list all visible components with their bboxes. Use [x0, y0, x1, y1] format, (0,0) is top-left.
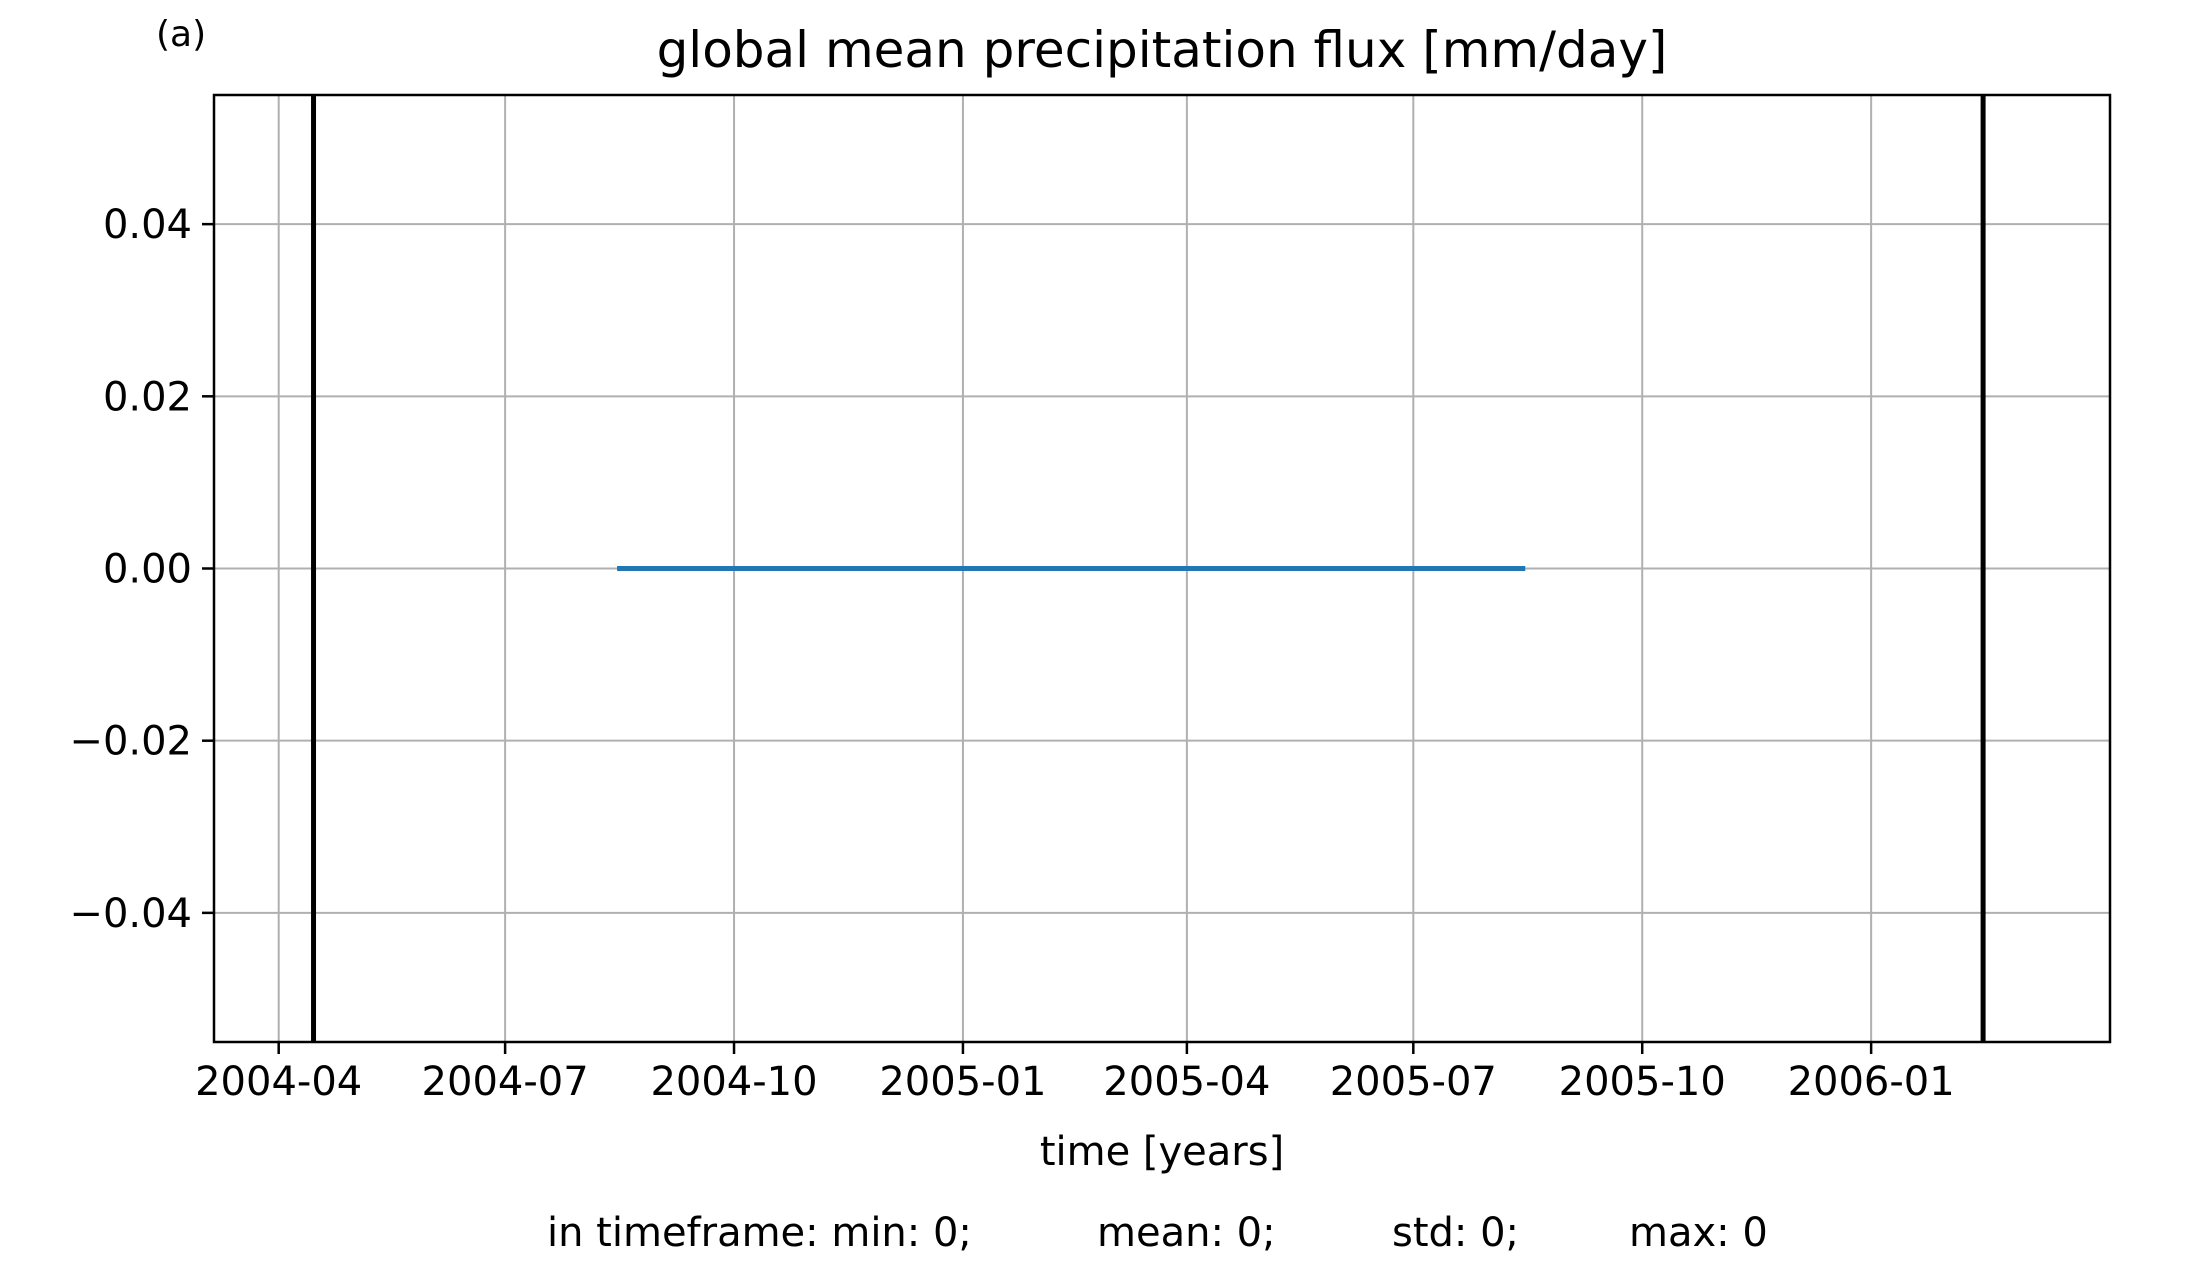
y-tick-label: 0.02	[103, 374, 192, 420]
x-tick-label: 2005-07	[1330, 1059, 1497, 1105]
x-tick-label: 2004-04	[195, 1059, 362, 1105]
y-tick-label: 0.00	[103, 547, 192, 593]
chart-title: global mean precipitation flux [mm/day]	[657, 21, 1668, 79]
x-tick-label: 2005-01	[879, 1059, 1046, 1105]
x-tick-label: 2004-10	[650, 1059, 817, 1105]
y-tick-label: −0.04	[69, 891, 192, 937]
y-tick-label: −0.02	[69, 719, 192, 765]
x-tick-label: 2006-01	[1788, 1059, 1955, 1105]
x-tick-label: 2005-10	[1559, 1059, 1726, 1105]
y-tick-label: 0.04	[103, 202, 192, 248]
panel-label: (a)	[156, 14, 206, 55]
stat-std: std: 0;	[1392, 1210, 1519, 1256]
x-tick-label: 2005-04	[1103, 1059, 1270, 1105]
axis-ticks: 2004-04 2004-07 2004-10 2005-01 2005-04 2005-…	[69, 202, 1954, 1105]
x-tick-label: 2004-07	[422, 1059, 589, 1105]
x-axis-label: time [years]	[1040, 1129, 1284, 1175]
timeframe-markers	[311, 95, 1986, 1042]
stat-mean: mean: 0;	[1097, 1210, 1276, 1256]
stat-max: max: 0	[1629, 1210, 1768, 1256]
stat-min: in timeframe: min: 0;	[547, 1210, 972, 1256]
